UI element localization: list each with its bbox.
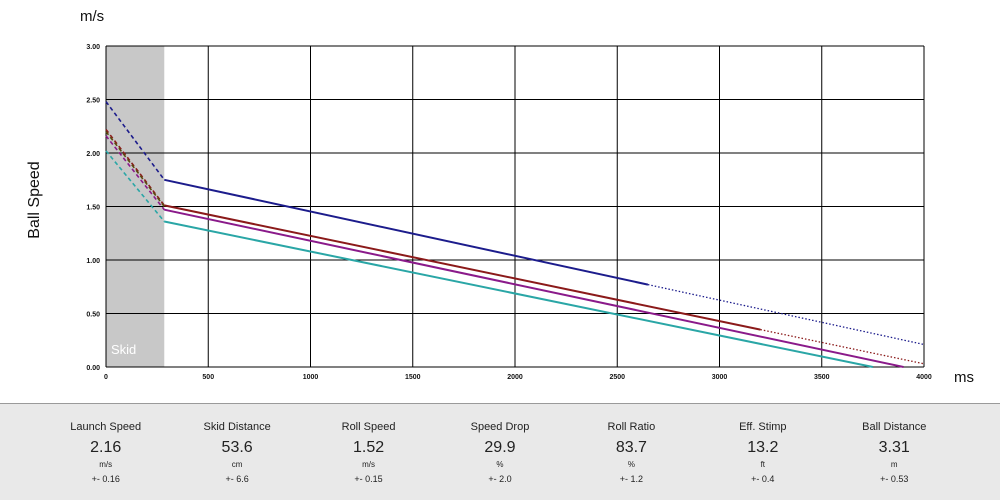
stat-error: +- 0.4 — [751, 474, 775, 484]
stat-label: Eff. Stimp — [739, 421, 787, 433]
stat-label: Skid Distance — [203, 421, 271, 433]
stat-error: +- 0.15 — [354, 474, 383, 484]
series-skid-line — [105, 131, 165, 207]
stat-value: 3.31 — [878, 439, 910, 456]
y-tick-label: 2.50 — [86, 98, 100, 105]
x-tick-label: 4000 — [916, 374, 932, 381]
stat-error: +- 0.16 — [91, 474, 120, 484]
series-skid-line — [105, 135, 165, 211]
series-projection-line — [647, 283, 925, 346]
stat-card: Speed Drop 29.9% +- 2.0 — [450, 404, 550, 500]
y-tick-label: 0.50 — [86, 312, 100, 319]
stat-card: Eff. Stimp 13.2 ft +- 0.4 — [713, 404, 813, 500]
y-tick-label: 1.50 — [86, 205, 100, 212]
stat-card: Roll Speed 1.52 m/s +- 0.15 — [319, 404, 419, 500]
stat-label: Roll Speed — [341, 421, 396, 433]
series-roll-line — [164, 208, 904, 368]
series-skid-line — [105, 150, 165, 223]
stat-value: 53.6 — [221, 439, 253, 456]
stat-unit: m/s — [362, 460, 375, 469]
stat-value: 1.52 — [352, 439, 385, 456]
series-roll-line — [164, 204, 761, 331]
stat-unit: cm — [231, 460, 243, 469]
y-tick-label: 1.00 — [86, 258, 100, 265]
y-tick-label: 0.00 — [86, 365, 100, 372]
stat-error: +- 1.2 — [619, 474, 644, 484]
stats-panel: Launch Speed 2.16 m/s +- 0.16 Skid Distance 5… — [0, 403, 1000, 500]
stat-unit: % — [496, 460, 504, 469]
stat-unit: ft — [760, 460, 766, 469]
series-skid-line — [105, 101, 165, 181]
y-axis-title: Ball Speed — [26, 161, 43, 239]
stat-card: Roll Ratio 83.7% +- 1.2 — [581, 404, 681, 500]
x-tick-label: 3500 — [814, 374, 830, 381]
stat-unit: % — [627, 460, 635, 469]
stat-value: 29.9 — [484, 439, 516, 456]
ball-speed-chart: Skid 0 500 1000 1500 2000 2500 3000 3500 4000 0.00… — [86, 44, 932, 381]
x-tick-label: 500 — [202, 374, 214, 381]
stat-value: 2.16 — [90, 439, 122, 456]
stat-unit: m — [890, 460, 898, 469]
x-tick-label: 2500 — [609, 374, 625, 381]
y-axis-unit: m/s — [80, 8, 105, 25]
stat-value: 13.2 — [747, 439, 779, 456]
stat-error: +- 2.0 — [488, 474, 512, 484]
stat-unit: m/s — [99, 460, 113, 469]
stat-card: Skid Distance 53.6 cm +- 6.6 — [187, 404, 287, 500]
stat-label: Roll Ratio — [607, 421, 656, 433]
stat-label: Ball Distance — [862, 421, 927, 433]
x-tick-label: 2000 — [507, 374, 523, 381]
stat-label: Launch Speed — [70, 421, 142, 433]
stat-error: +- 6.6 — [225, 474, 249, 484]
series-projection-line — [760, 328, 925, 365]
x-axis-unit: ms — [954, 369, 974, 386]
chart-area: Skid 0 500 1000 1500 2000 2500 3000 3500 4000 0.00… — [26, 8, 974, 386]
x-tick-label: 1000 — [303, 374, 319, 381]
stat-card: Launch Speed 2.16 m/s +- 0.16 — [56, 404, 156, 500]
y-tick-label: 3.00 — [86, 44, 100, 51]
stat-label: Speed Drop — [470, 421, 530, 433]
stat-card: Ball Distance 3.31 m +- 0.53 — [844, 404, 944, 500]
x-tick-label: 3000 — [712, 374, 728, 381]
stat-value: 83.7 — [615, 439, 647, 456]
skid-label: Skid — [111, 342, 136, 357]
y-tick-label: 2.00 — [86, 151, 100, 158]
x-tick-label: 0 — [104, 374, 108, 381]
series-roll-line — [164, 178, 649, 286]
stat-error: +- 0.53 — [880, 474, 909, 484]
x-tick-label: 1500 — [405, 374, 421, 381]
series-roll-line — [164, 220, 874, 368]
